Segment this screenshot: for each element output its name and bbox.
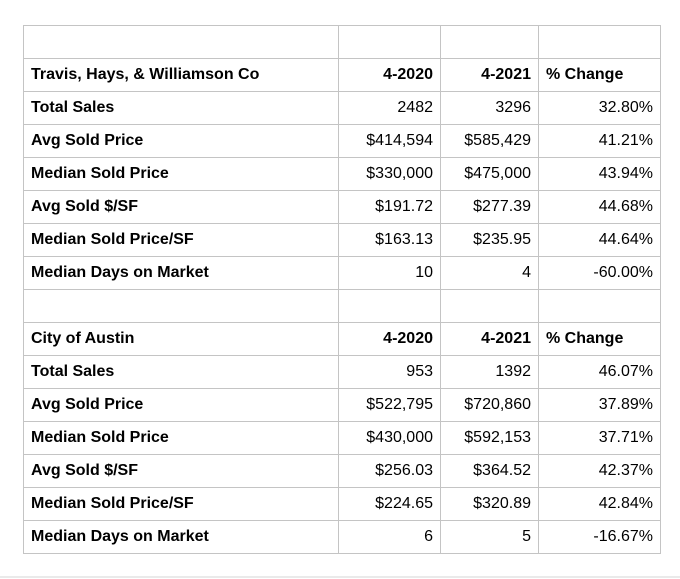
empty-cell (440, 25, 539, 59)
metric-label-cell: Median Days on Market (23, 256, 339, 290)
value-2020-cell: 953 (338, 355, 441, 389)
pct-change-cell: 37.89% (538, 388, 661, 422)
value-2021-cell: 4 (440, 256, 539, 290)
empty-cell (23, 289, 339, 323)
table-row: Avg Sold Price $414,594 $585,429 41.21% (23, 124, 661, 158)
metric-label-cell: Total Sales (23, 91, 339, 125)
value-2020-cell: $256.03 (338, 454, 441, 488)
table-row: Median Sold Price/SF $224.65 $320.89 42.… (23, 487, 661, 521)
value-2020-cell: $191.72 (338, 190, 441, 224)
value-2020-cell: $330,000 (338, 157, 441, 191)
empty-cell (23, 25, 339, 59)
metric-label-cell: Avg Sold $/SF (23, 190, 339, 224)
metric-label-cell: Avg Sold Price (23, 124, 339, 158)
metric-label-cell: Avg Sold Price (23, 388, 339, 422)
value-2021-cell: $235.95 (440, 223, 539, 257)
value-2020-cell: $430,000 (338, 421, 441, 455)
value-2020-cell: $522,795 (338, 388, 441, 422)
value-2020-cell: $414,594 (338, 124, 441, 158)
table-row: Median Sold Price/SF $163.13 $235.95 44.… (23, 223, 661, 257)
region-header-row: City of Austin 4-2020 4-2021 % Change (23, 322, 661, 356)
market-comparison-table: Travis, Hays, & Williamson Co 4-2020 4-2… (23, 25, 661, 554)
table-row: Total Sales 953 1392 46.07% (23, 355, 661, 389)
value-2021-cell: $720,860 (440, 388, 539, 422)
metric-label-cell: Median Days on Market (23, 520, 339, 554)
metric-label-cell: Avg Sold $/SF (23, 454, 339, 488)
pct-change-cell: 44.64% (538, 223, 661, 257)
col-header-2020-cell: 4-2020 (338, 58, 441, 92)
pct-change-cell: 42.37% (538, 454, 661, 488)
value-2021-cell: $277.39 (440, 190, 539, 224)
region-header-row: Travis, Hays, & Williamson Co 4-2020 4-2… (23, 58, 661, 92)
empty-cell (338, 25, 441, 59)
table-row: Median Sold Price $430,000 $592,153 37.7… (23, 421, 661, 455)
value-2020-cell: $224.65 (338, 487, 441, 521)
value-2021-cell: $320.89 (440, 487, 539, 521)
table-row: Avg Sold $/SF $256.03 $364.52 42.37% (23, 454, 661, 488)
pct-change-cell: 41.21% (538, 124, 661, 158)
table-row: Avg Sold $/SF $191.72 $277.39 44.68% (23, 190, 661, 224)
table-row: Total Sales 2482 3296 32.80% (23, 91, 661, 125)
spacer-row (23, 25, 661, 59)
metric-label-cell: Median Sold Price/SF (23, 487, 339, 521)
metric-label-cell: Total Sales (23, 355, 339, 389)
empty-cell (338, 289, 441, 323)
pct-change-cell: 46.07% (538, 355, 661, 389)
spacer-row (23, 289, 661, 323)
value-2021-cell: 5 (440, 520, 539, 554)
metric-label-cell: Median Sold Price/SF (23, 223, 339, 257)
pct-change-cell: -60.00% (538, 256, 661, 290)
col-header-2021-cell: 4-2021 (440, 58, 539, 92)
value-2020-cell: 10 (338, 256, 441, 290)
value-2020-cell: $163.13 (338, 223, 441, 257)
table-row: Avg Sold Price $522,795 $720,860 37.89% (23, 388, 661, 422)
pct-change-cell: -16.67% (538, 520, 661, 554)
value-2021-cell: 3296 (440, 91, 539, 125)
value-2021-cell: $585,429 (440, 124, 539, 158)
pct-change-cell: 42.84% (538, 487, 661, 521)
col-header-2021-cell: 4-2021 (440, 322, 539, 356)
metric-label-cell: Median Sold Price (23, 421, 339, 455)
col-header-2020-cell: 4-2020 (338, 322, 441, 356)
table-container: Travis, Hays, & Williamson Co 4-2020 4-2… (23, 25, 661, 554)
value-2021-cell: $475,000 (440, 157, 539, 191)
region-name-cell: City of Austin (23, 322, 339, 356)
value-2021-cell: $592,153 (440, 421, 539, 455)
pct-change-header-cell: % Change (538, 58, 661, 92)
pct-change-cell: 44.68% (538, 190, 661, 224)
empty-cell (440, 289, 539, 323)
table-row: Median Sold Price $330,000 $475,000 43.9… (23, 157, 661, 191)
pct-change-header-cell: % Change (538, 322, 661, 356)
empty-cell (538, 289, 661, 323)
value-2021-cell: 1392 (440, 355, 539, 389)
pct-change-cell: 37.71% (538, 421, 661, 455)
metric-label-cell: Median Sold Price (23, 157, 339, 191)
table-row: Median Days on Market 10 4 -60.00% (23, 256, 661, 290)
pct-change-cell: 32.80% (538, 91, 661, 125)
empty-cell (538, 25, 661, 59)
value-2020-cell: 2482 (338, 91, 441, 125)
region-name-cell: Travis, Hays, & Williamson Co (23, 58, 339, 92)
pct-change-cell: 43.94% (538, 157, 661, 191)
value-2021-cell: $364.52 (440, 454, 539, 488)
bottom-edge-shadow (0, 576, 680, 578)
table-row: Median Days on Market 6 5 -16.67% (23, 520, 661, 554)
value-2020-cell: 6 (338, 520, 441, 554)
